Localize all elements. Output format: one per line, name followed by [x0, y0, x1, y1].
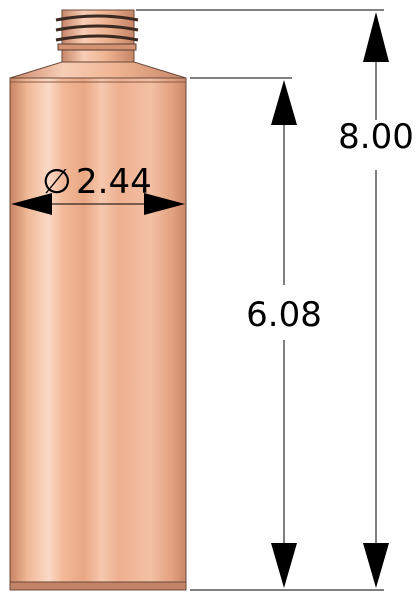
- diameter-arrow-left: [11, 193, 52, 215]
- body-height-label: 6.08: [246, 295, 322, 335]
- bottle-base: [9, 581, 187, 591]
- neck-ring: [57, 43, 137, 51]
- body-height-arrow-bottom: [271, 543, 297, 588]
- diameter-symbol: ∅: [42, 162, 72, 202]
- bottle-body: [9, 77, 187, 589]
- diameter-label: 2.44: [76, 162, 152, 202]
- overall-height-label: 8.00: [338, 117, 414, 157]
- overall-height-arrow-bottom: [363, 543, 389, 588]
- body-height-arrow-top: [271, 80, 297, 125]
- diameter-dimension: ∅ 2.44: [11, 162, 185, 215]
- bottle-shoulder: [9, 61, 187, 79]
- bottle: [9, 9, 187, 591]
- bottle-threads: [55, 14, 139, 42]
- overall-height-dimension: 8.00: [136, 9, 414, 591]
- overall-height-arrow-top: [363, 12, 389, 62]
- body-height-dimension: 6.08: [190, 77, 322, 588]
- diameter-arrow-right: [144, 193, 185, 215]
